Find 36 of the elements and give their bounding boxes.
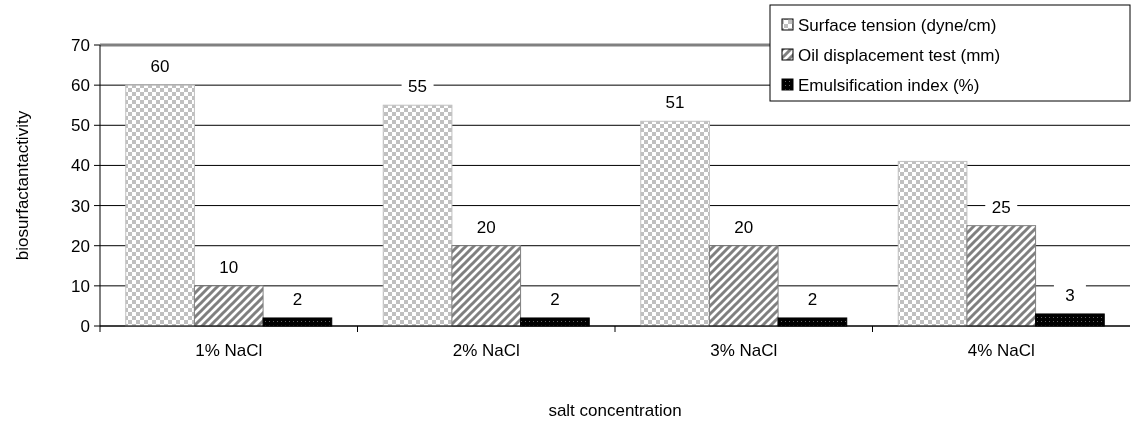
x-tick-label: 3% NaCl: [710, 341, 778, 360]
legend-label: Emulsification index (%): [798, 75, 980, 95]
data-label: 2: [550, 289, 560, 309]
bar: [966, 225, 1037, 327]
data-label: 10: [219, 257, 239, 277]
bar: [640, 120, 710, 327]
y-tick-label: 60: [71, 76, 90, 96]
bar: [451, 245, 522, 327]
y-tick-label: 30: [71, 196, 90, 216]
y-tick-label: 20: [71, 236, 90, 256]
x-tick-label: 1% NaCl: [195, 341, 263, 360]
y-tick-label: 50: [71, 116, 90, 136]
bar: [125, 84, 195, 327]
data-label: 55: [408, 77, 428, 97]
y-tick-label: 40: [71, 156, 90, 176]
data-label: 60: [150, 57, 170, 77]
bar: [382, 104, 453, 327]
y-tick-label: 70: [71, 35, 90, 55]
y-tick-label: 0: [80, 316, 90, 336]
data-label: 51: [665, 93, 685, 113]
x-axis-title: salt concentration: [548, 401, 682, 420]
bar: [897, 160, 968, 327]
data-label: 2: [292, 289, 303, 309]
bar: [193, 285, 264, 327]
x-tick-label: 2% NaCl: [452, 341, 520, 360]
bar: [708, 245, 779, 327]
data-label: 20: [476, 217, 496, 237]
data-label: 25: [991, 197, 1011, 217]
data-label: 2: [807, 289, 818, 309]
legend-label: Surface tension (dyne/cm): [798, 15, 997, 35]
data-label: 20: [734, 217, 754, 237]
y-tick-label: 10: [71, 276, 90, 296]
data-label: 3: [1065, 285, 1075, 305]
y-axis-title: biosurfactantactivity: [13, 110, 32, 261]
legend-label: Oil displacement test (mm): [798, 45, 1001, 65]
x-tick-label: 4% NaCl: [967, 341, 1035, 360]
